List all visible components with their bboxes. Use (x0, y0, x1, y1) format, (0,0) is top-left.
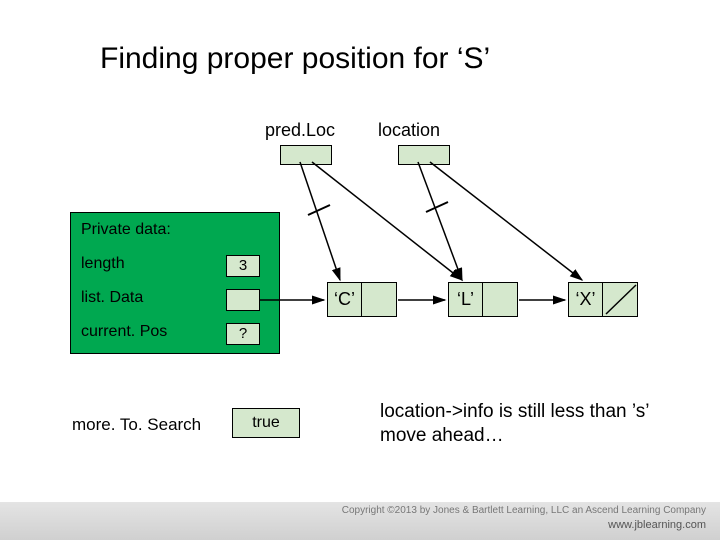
node-c: ‘C’ (327, 282, 397, 317)
footer-copyright: Copyright ©2013 by Jones & Bartlett Lear… (342, 505, 706, 516)
slide-title: Finding proper position for ‘S’ (100, 42, 490, 76)
footer-bar: Copyright ©2013 by Jones & Bartlett Lear… (0, 502, 720, 540)
explain-line2: move ahead… (380, 425, 504, 446)
currentpos-value-box: ? (226, 323, 260, 345)
moretosearch-label: more. To. Search (72, 415, 201, 435)
node-c-value: ‘C’ (328, 283, 362, 316)
moretosearch-value-box: true (232, 408, 300, 438)
location-label: location (378, 120, 440, 141)
length-value-box: 3 (226, 255, 260, 277)
length-label: length (81, 255, 125, 273)
node-x-value: ‘X’ (569, 283, 603, 316)
predloc-label: pred.Loc (265, 120, 335, 141)
node-l: ‘L’ (448, 282, 518, 317)
currentpos-label: current. Pos (81, 323, 167, 341)
footer-url: www.jblearning.com (608, 519, 706, 531)
listdata-value-box (226, 289, 260, 311)
location-box (398, 145, 450, 165)
node-x: ‘X’ (568, 282, 638, 317)
private-data-header: Private data: (81, 221, 171, 239)
node-l-next (483, 283, 517, 316)
predloc-box (280, 145, 332, 165)
node-x-next (603, 283, 637, 316)
listdata-label: list. Data (81, 289, 143, 307)
explain-line1: location->info is still less than ’s’ (380, 401, 649, 422)
node-c-next (362, 283, 396, 316)
node-l-value: ‘L’ (449, 283, 483, 316)
private-data-panel: Private data: length 3 list. Data curren… (70, 212, 280, 354)
explain-text: location->info is still less than ’s’ mo… (380, 400, 649, 448)
